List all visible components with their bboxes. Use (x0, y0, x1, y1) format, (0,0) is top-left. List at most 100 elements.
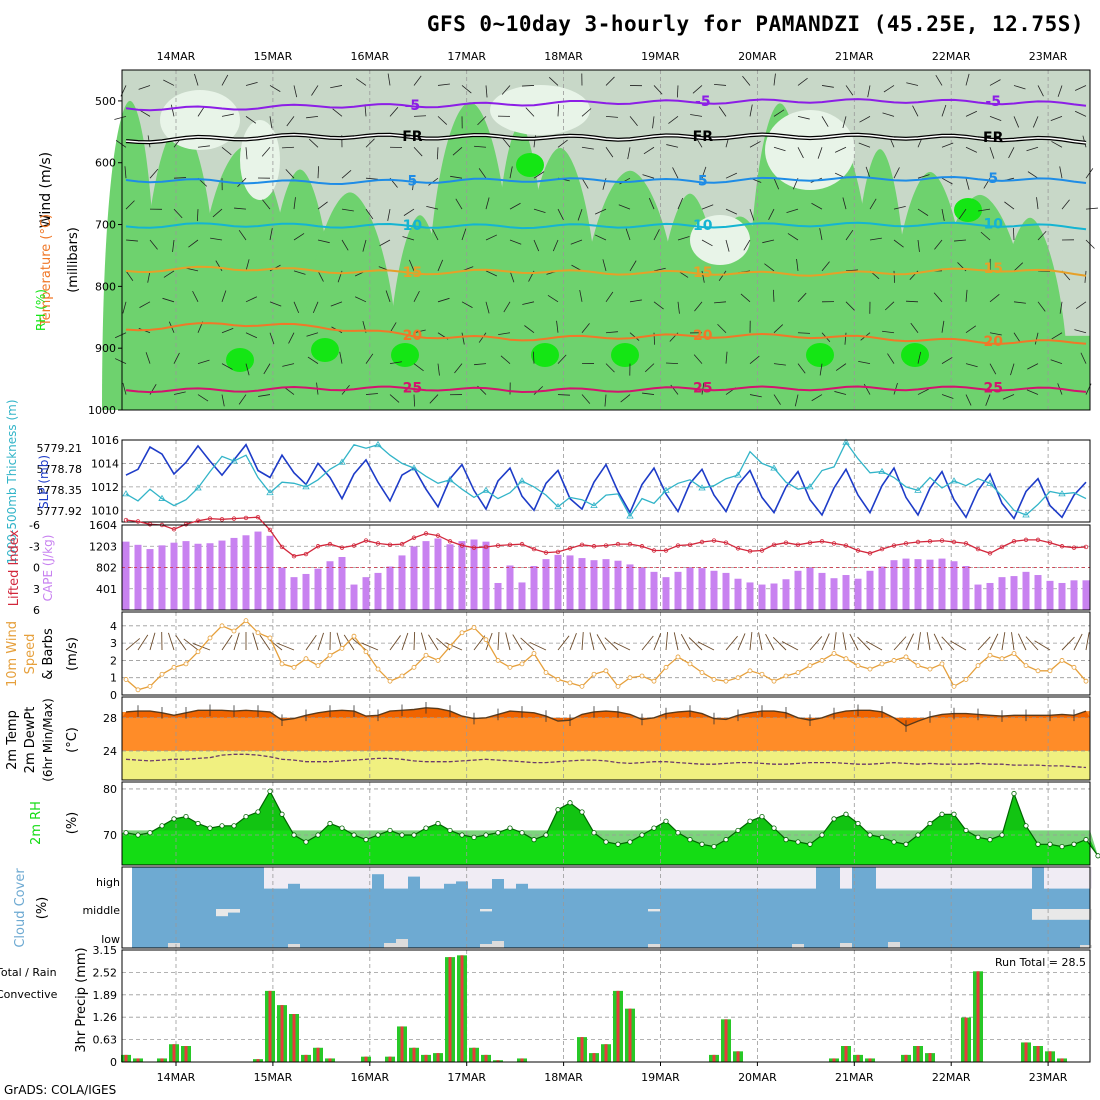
wind-barb (1004, 201, 1015, 210)
li-marker (723, 540, 729, 545)
li-marker (219, 517, 225, 522)
wind-barb (845, 229, 854, 241)
cloud-high-cell (300, 867, 312, 889)
contour-label: -5 (985, 94, 1001, 110)
li-marker (915, 539, 921, 545)
wind-speed-marker (687, 661, 693, 667)
rh2m-marker (891, 839, 897, 845)
wind-barb (413, 329, 426, 334)
contour-label: 20 (693, 328, 713, 344)
li-marker (339, 545, 345, 550)
temp-tick-label: 28 (103, 712, 117, 725)
rh2m-marker (543, 832, 549, 838)
li-marker (975, 546, 981, 552)
wind-barb (934, 239, 943, 250)
date-label-top: 15MAR (254, 50, 293, 63)
wind-speed-marker (891, 658, 897, 663)
rh-bright-blob (311, 338, 339, 362)
wind-barb (773, 324, 784, 334)
thickness-marker (230, 457, 238, 464)
li-marker (1083, 544, 1089, 550)
cloud-high-cell (600, 867, 612, 889)
wind-barb (980, 231, 991, 241)
li-marker (123, 517, 129, 523)
li-marker (531, 546, 537, 552)
cloud-high-cell (420, 867, 432, 889)
precip-convective-bar (292, 1014, 296, 1062)
cloud-high-cell (576, 867, 588, 889)
wind-barb-10m (529, 641, 547, 651)
cloud-low-cell (840, 943, 852, 948)
wind-barb (125, 200, 135, 210)
rh-pale-patch (490, 85, 590, 135)
wind-speed-marker (1023, 663, 1029, 669)
precip-convective-bar (316, 1047, 320, 1062)
date-label-bottom: 20MAR (738, 1071, 777, 1084)
cloud-high-cell (960, 867, 972, 889)
rh2m-marker (591, 830, 597, 836)
rh2m-marker (123, 830, 129, 836)
li-marker (1023, 537, 1029, 543)
wind-barb (1026, 389, 1039, 395)
wind-barb (1034, 332, 1039, 345)
rh-axis-label: RH (%) (34, 289, 48, 331)
wind-barb (618, 204, 631, 210)
temp-axis-units: (°C) (65, 727, 80, 753)
precip-convective-bar (964, 1017, 968, 1062)
cape-bar (182, 541, 190, 610)
wind-speed-marker (603, 668, 609, 674)
wind-barb-10m (183, 638, 199, 651)
rh2m-marker (783, 837, 789, 843)
wind-speed-marker (195, 649, 201, 655)
cape-bar (602, 559, 610, 610)
thickness-marker (518, 477, 526, 484)
wind-speed-marker (543, 670, 549, 675)
li-marker (783, 540, 789, 545)
cape-bar (686, 567, 694, 610)
wind-barb (1013, 301, 1026, 304)
wind-barb (221, 290, 227, 302)
cape-bar (614, 560, 622, 610)
rh2m-marker (447, 827, 453, 834)
wind-barb (1074, 110, 1087, 117)
precip-convective-bar (832, 1058, 836, 1062)
cloud-high-cell (756, 867, 768, 889)
wind-barb-10m (401, 632, 409, 651)
contour-label: 15 (403, 265, 422, 281)
wind-barb-10m (613, 641, 631, 651)
dewpoint-line (125, 753, 1087, 769)
wind-speed-marker (339, 645, 345, 651)
cloud-high-cell (936, 867, 948, 889)
wind-speed-marker (819, 658, 825, 663)
wind-barb-10m (1025, 636, 1039, 651)
wind-barb (629, 332, 640, 341)
wind-barb (502, 137, 511, 148)
cloud-high-cell (1068, 867, 1080, 889)
wind-barb (139, 301, 151, 308)
wind-speed-marker (507, 664, 513, 670)
li-marker (387, 542, 393, 548)
wind-barb (863, 383, 871, 395)
wind-barb-10m (673, 632, 679, 651)
wind-barb-10m (497, 632, 500, 651)
wind-barb-10m (1085, 632, 1090, 651)
wind-barb (173, 391, 186, 395)
wind-barb (115, 140, 127, 148)
wind-barb (989, 115, 1002, 122)
li-marker (183, 522, 189, 527)
wind-barb (125, 239, 138, 242)
li-marker (579, 542, 585, 548)
wind-barb (524, 325, 535, 334)
wind-speed-marker (255, 630, 261, 636)
wind-barb (1074, 85, 1087, 91)
wind-barb (579, 289, 583, 302)
rh2m-marker (627, 839, 633, 845)
cape-bar (1010, 576, 1018, 610)
rh2m-marker (1083, 837, 1089, 843)
wind-barb (989, 147, 995, 159)
contour-label: 10 (983, 217, 1003, 233)
wind-barb (858, 360, 871, 365)
wind-barb (215, 260, 223, 272)
wind-barb (122, 382, 127, 395)
wind-barb (773, 146, 786, 152)
